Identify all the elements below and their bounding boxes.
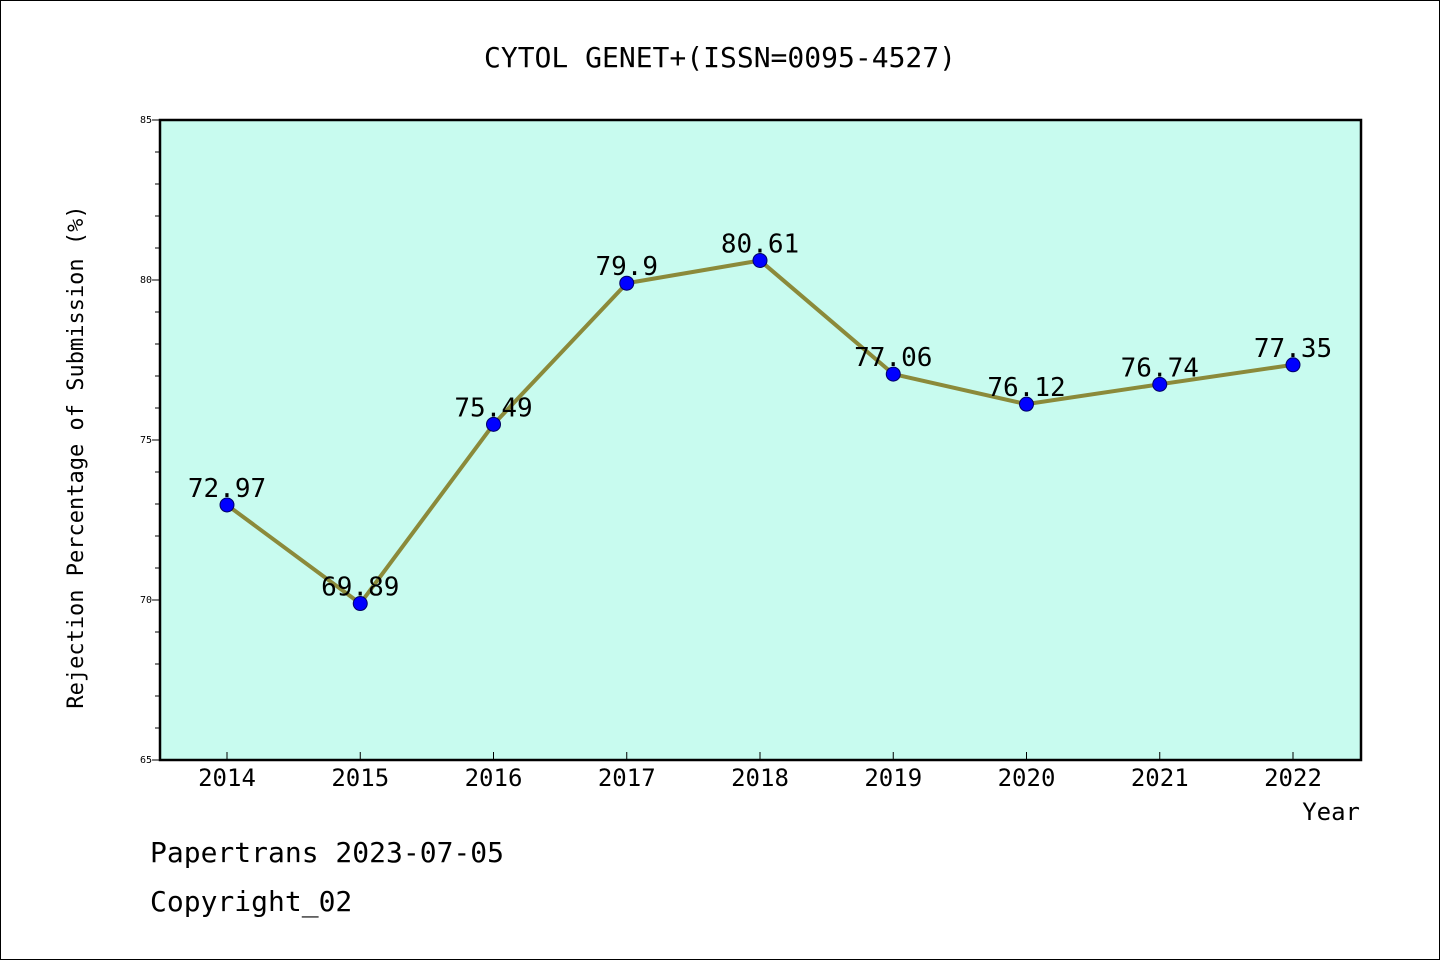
y-tick-label: 75 (140, 435, 152, 446)
x-tick-label: 2018 (731, 764, 789, 792)
y-tick-label: 65 (140, 755, 152, 766)
data-label: 75.49 (454, 393, 532, 423)
x-tick-label: 2021 (1131, 764, 1189, 792)
plot-border (158, 118, 1363, 762)
plot-area (160, 120, 1361, 760)
x-tick-label: 2022 (1264, 764, 1322, 792)
data-point (486, 416, 501, 432)
x-tick-label: 2019 (864, 764, 922, 792)
y-tick-label: 80 (140, 275, 152, 286)
data-series: 72.97 69.89 75.49 79.9 80.61 77.06 76.12 76.74 7… (188, 229, 1332, 612)
x-tick-label: 2014 (198, 764, 256, 792)
y-axis-label: Rejection Percentage of Submission (%) (64, 205, 89, 708)
data-point (619, 275, 635, 291)
y-tick-label: 70 (140, 595, 152, 606)
x-axis-label: Year (1302, 798, 1360, 826)
footer-copyright-text: Copyright_02 (150, 885, 353, 918)
data-point (1019, 396, 1034, 412)
data-label: 77.35 (1254, 334, 1332, 364)
data-label: 76.12 (987, 373, 1065, 403)
data-point (885, 366, 901, 382)
data-label: 76.74 (1121, 353, 1199, 383)
footer-date-text: Papertrans 2023-07-05 (150, 836, 505, 869)
data-label: 69.89 (321, 573, 399, 603)
x-tick-label: 2017 (598, 764, 656, 792)
x-tick-label: 2016 (465, 764, 523, 792)
data-point (219, 497, 235, 513)
x-axis: 2014 2015 2016 2017 2018 2019 2020 2021 2022 (198, 752, 1322, 792)
data-label: 80.61 (721, 229, 799, 259)
chart-title: CYTOL GENET+(ISSN=0095-4527) (484, 41, 956, 74)
y-axis: 65 70 75 80 85 (140, 115, 160, 766)
x-tick-label: 2015 (331, 764, 389, 792)
data-point (1152, 376, 1168, 392)
data-point (1285, 357, 1301, 373)
x-tick-label: 2020 (998, 764, 1056, 792)
data-point (752, 252, 768, 268)
data-point (352, 596, 368, 612)
data-label: 79.9 (595, 252, 658, 282)
y-tick-label: 85 (140, 115, 152, 126)
data-label: 77.06 (854, 343, 932, 373)
data-label: 72.97 (188, 474, 266, 504)
